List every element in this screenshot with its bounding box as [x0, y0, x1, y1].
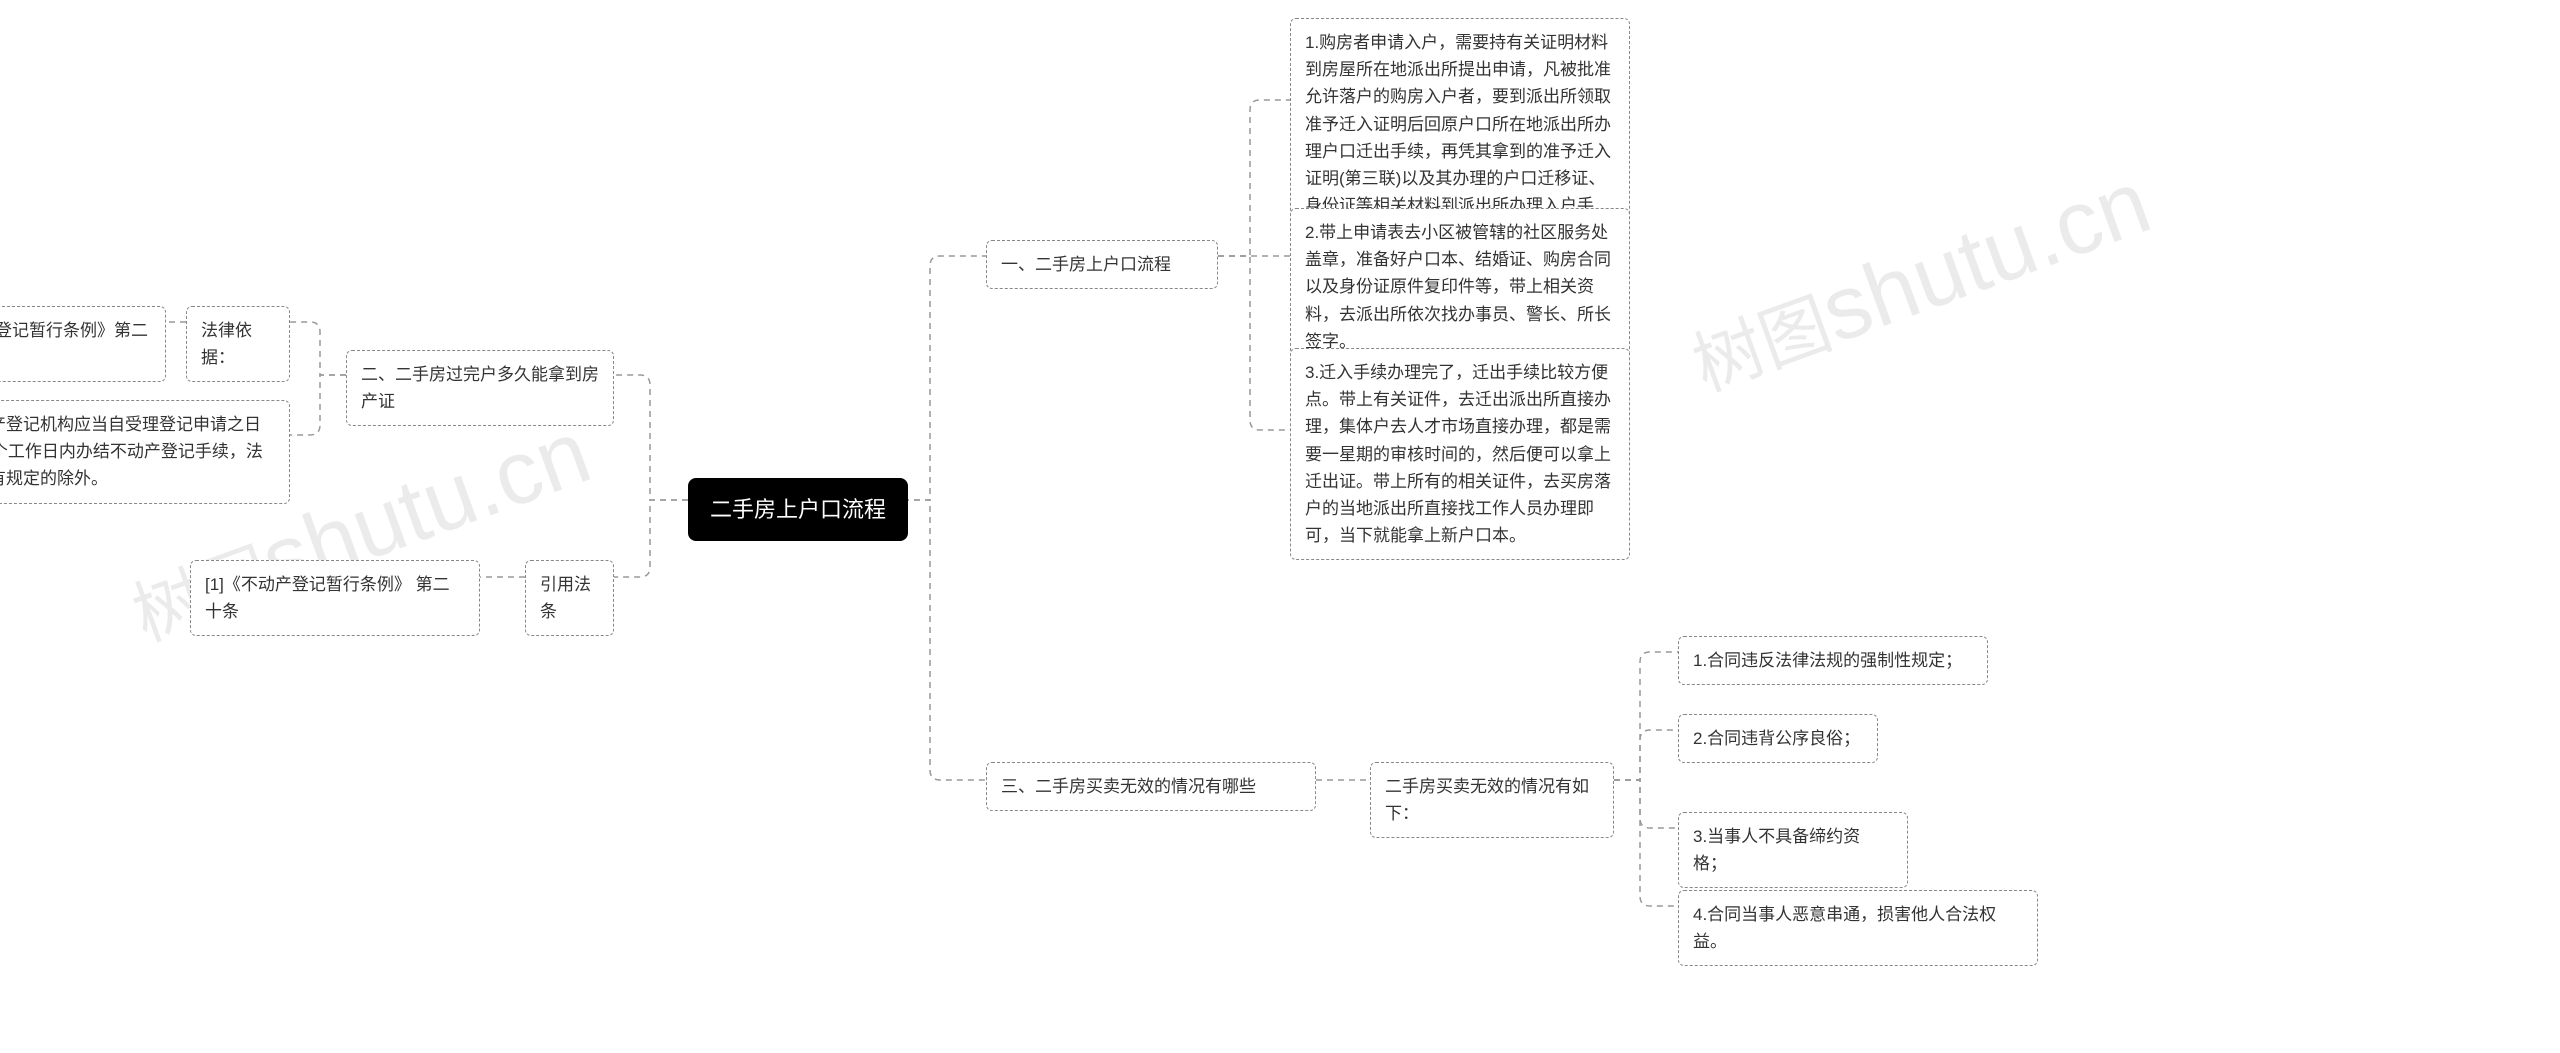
citation-text: [1]《不动产登记暂行条例》 第二十条 — [205, 575, 450, 621]
section3-sub: 二手房买卖无效的情况有如下： — [1370, 762, 1614, 838]
citation-node: 引用法条 — [525, 560, 614, 636]
root-node: 二手房上户口流程 — [688, 478, 908, 541]
section3-item4-text: 4.合同当事人恶意串通，损害他人合法权益。 — [1693, 905, 1996, 951]
watermark-en: shutu.cn — [1809, 152, 2163, 362]
section1-step3: 3.迁入手续办理完了，迁出手续比较方便点。带上有关证件，去迁出派出所直接办理，集… — [1290, 348, 1630, 560]
section2-basis-label: 法律依据： — [186, 306, 290, 382]
section3-label: 三、二手房买卖无效的情况有哪些 — [1001, 777, 1256, 796]
root-label: 二手房上户口流程 — [710, 497, 886, 522]
citation-text-node: [1]《不动产登记暂行条例》 第二十条 — [190, 560, 480, 636]
citation-label: 引用法条 — [540, 575, 591, 621]
section1-step3-text: 3.迁入手续办理完了，迁出手续比较方便点。带上有关证件，去迁出派出所直接办理，集… — [1305, 363, 1611, 545]
section3-sub-label: 二手房买卖无效的情况有如下： — [1385, 777, 1589, 823]
watermark-zh: 树图 — [1683, 284, 1841, 405]
section2-basis-label-text: 法律依据： — [201, 321, 252, 367]
section2-node: 二、二手房过完户多久能拿到房产证 — [346, 350, 614, 426]
section2-detail-text: 不动产登记机构应当自受理登记申请之日起30个工作日内办结不动产登记手续，法律另有… — [0, 415, 263, 488]
section3-item2-text: 2.合同违背公序良俗； — [1693, 729, 1860, 748]
section1-node: 一、二手房上户口流程 — [986, 240, 1218, 289]
section1-label: 一、二手房上户口流程 — [1001, 255, 1171, 274]
watermark: 树图shutu.cn — [1677, 151, 2164, 412]
section3-node: 三、二手房买卖无效的情况有哪些 — [986, 762, 1316, 811]
section1-step2: 2.带上申请表去小区被管辖的社区服务处盖章，准备好户口本、结婚证、购房合同以及身… — [1290, 208, 1630, 366]
section3-item2: 2.合同违背公序良俗； — [1678, 714, 1878, 763]
section1-step2-text: 2.带上申请表去小区被管辖的社区服务处盖章，准备好户口本、结婚证、购房合同以及身… — [1305, 223, 1611, 351]
section3-item3: 3.当事人不具备缔约资格； — [1678, 812, 1908, 888]
section3-item4: 4.合同当事人恶意串通，损害他人合法权益。 — [1678, 890, 2038, 966]
section2-label: 二、二手房过完户多久能拿到房产证 — [361, 365, 599, 411]
section3-item1: 1.合同违反法律法规的强制性规定； — [1678, 636, 1988, 685]
section3-item1-text: 1.合同违反法律法规的强制性规定； — [1693, 651, 1962, 670]
section2-basis-text: 《不动产登记暂行条例》第二十条 — [0, 306, 166, 382]
section2-basis-text-inner: 《不动产登记暂行条例》第二十条 — [0, 321, 148, 367]
section3-item3-text: 3.当事人不具备缔约资格； — [1693, 827, 1860, 873]
connector-lines — [0, 0, 2560, 1053]
section2-detail: 不动产登记机构应当自受理登记申请之日起30个工作日内办结不动产登记手续，法律另有… — [0, 400, 290, 504]
